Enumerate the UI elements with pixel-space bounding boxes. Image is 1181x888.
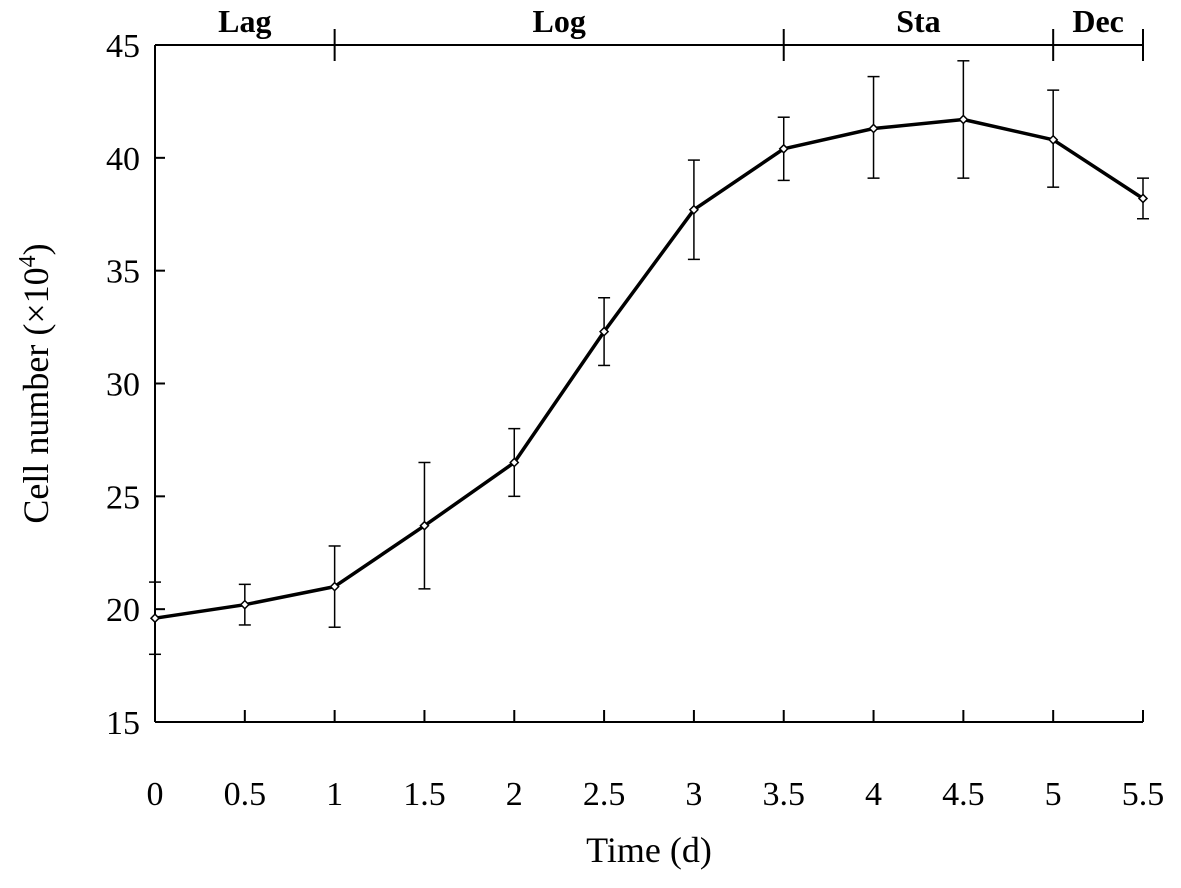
phase-label: Log [533,3,586,39]
y-tick-label: 30 [106,367,140,404]
data-point [599,326,610,337]
data-point [778,143,789,154]
x-tick-label: 2.5 [583,776,626,813]
y-tick-label: 40 [106,141,140,178]
x-tick-label: 1 [326,776,343,813]
y-tick-label: 45 [106,28,140,65]
data-point [419,520,430,531]
y-tick-label: 25 [106,479,140,516]
y-ticks: 15 20 25 30 35 40 45 [106,28,165,742]
data-point [1048,134,1059,145]
y-tick-label: 15 [106,705,140,742]
x-tick-label: 3 [685,776,702,813]
data-point [688,204,699,215]
x-ticks: 0 0.5 1 1.5 2 2.5 3 3.5 4 4.5 5 5.5 [147,710,1165,813]
x-tick-label: 2 [506,776,523,813]
y-tick-label: 20 [106,592,140,629]
error-bars [149,60,1149,656]
phase-label: Sta [896,3,940,39]
data-markers [149,114,1149,624]
y-axis-title-close: ) [16,243,56,255]
phase-label: Dec [1072,3,1124,39]
y-axis-title-exponent: 4 [15,255,41,267]
x-tick-label: 0 [147,776,164,813]
series-line [154,117,1144,620]
x-tick-label: 4.5 [942,776,985,813]
phase-label: Lag [218,3,271,39]
y-axis-title-main: Cell number (×10 [16,267,56,523]
x-axis-title: Time (d) [586,830,712,870]
data-point [329,581,340,592]
x-tick-label: 3.5 [762,776,805,813]
data-point [509,457,520,468]
axes [154,44,1143,723]
y-axis-title: Cell number (×104) [15,243,56,523]
x-tick-label: 5 [1045,776,1062,813]
x-tick-label: 1.5 [403,776,446,813]
data-point [239,599,250,610]
x-tick-label: 5.5 [1122,776,1165,813]
data-point [868,123,879,134]
x-tick-label: 4 [865,776,882,813]
data-point [149,613,161,624]
data-point [1137,193,1149,204]
phase-marks: Lag Log Sta Dec [218,3,1144,61]
x-tick-label: 0.5 [224,776,267,813]
y-tick-label: 35 [106,254,140,291]
data-point [958,114,969,125]
